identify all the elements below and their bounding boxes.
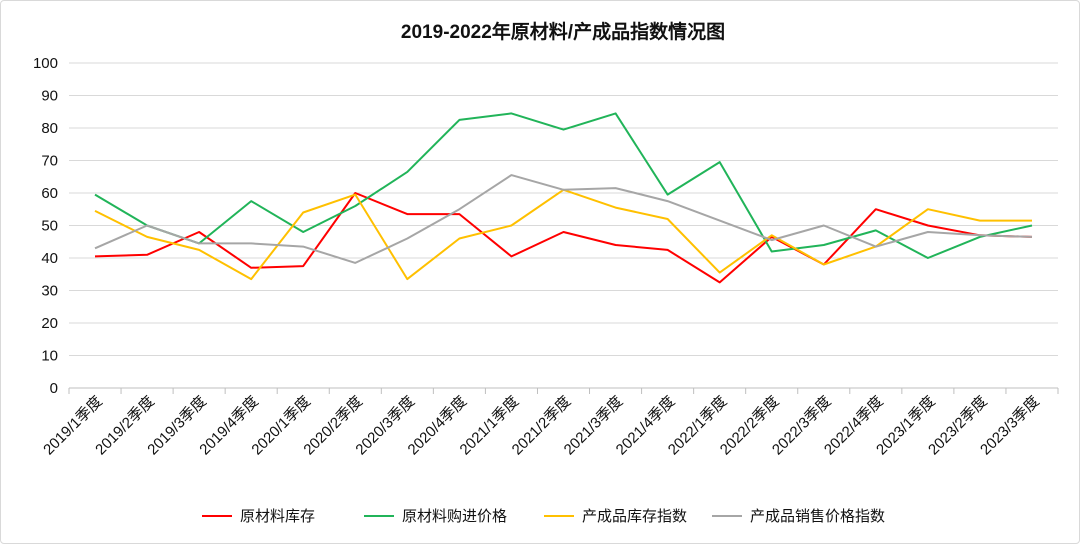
y-axis-ticks: 0 10 20 30 40 50 60 70 80 90 100	[33, 55, 58, 397]
y-tick-label: 100	[33, 55, 58, 72]
legend: 原材料库存 原材料购进价格 产成品库存指数 产成品销售价格指数	[202, 508, 885, 525]
legend-item: 产成品库存指数	[544, 508, 687, 525]
legend-label: 原材料库存	[240, 508, 315, 525]
y-tick-label: 80	[41, 120, 58, 137]
y-tick-label: 40	[41, 250, 58, 267]
series-line	[94, 192, 1033, 284]
series-line	[94, 174, 1033, 264]
y-tick-label: 30	[41, 283, 58, 300]
legend-item: 原材料购进价格	[364, 508, 507, 525]
legend-label: 产成品库存指数	[582, 508, 687, 525]
y-tick-label: 60	[41, 185, 58, 202]
legend-item: 原材料库存	[202, 508, 315, 525]
series-lines	[94, 112, 1033, 284]
gridlines	[69, 62, 1058, 389]
legend-item: 产成品销售价格指数	[712, 508, 885, 525]
chart-title: 2019-2022年原材料/产成品指数情况图	[401, 20, 725, 43]
legend-label: 原材料购进价格	[402, 508, 507, 525]
y-tick-label: 50	[41, 218, 58, 235]
series-line	[94, 188, 1032, 281]
y-tick-label: 10	[41, 348, 58, 365]
x-axis-ticks: 2019/1季度2019/2季度2019/3季度2019/4季度2020/1季度…	[40, 388, 1059, 458]
series-line	[94, 112, 1033, 259]
legend-label: 产成品销售价格指数	[750, 508, 885, 525]
y-tick-label: 90	[41, 88, 58, 105]
y-tick-label: 70	[41, 153, 58, 170]
y-tick-label: 20	[41, 315, 58, 332]
y-tick-label: 0	[50, 380, 58, 397]
